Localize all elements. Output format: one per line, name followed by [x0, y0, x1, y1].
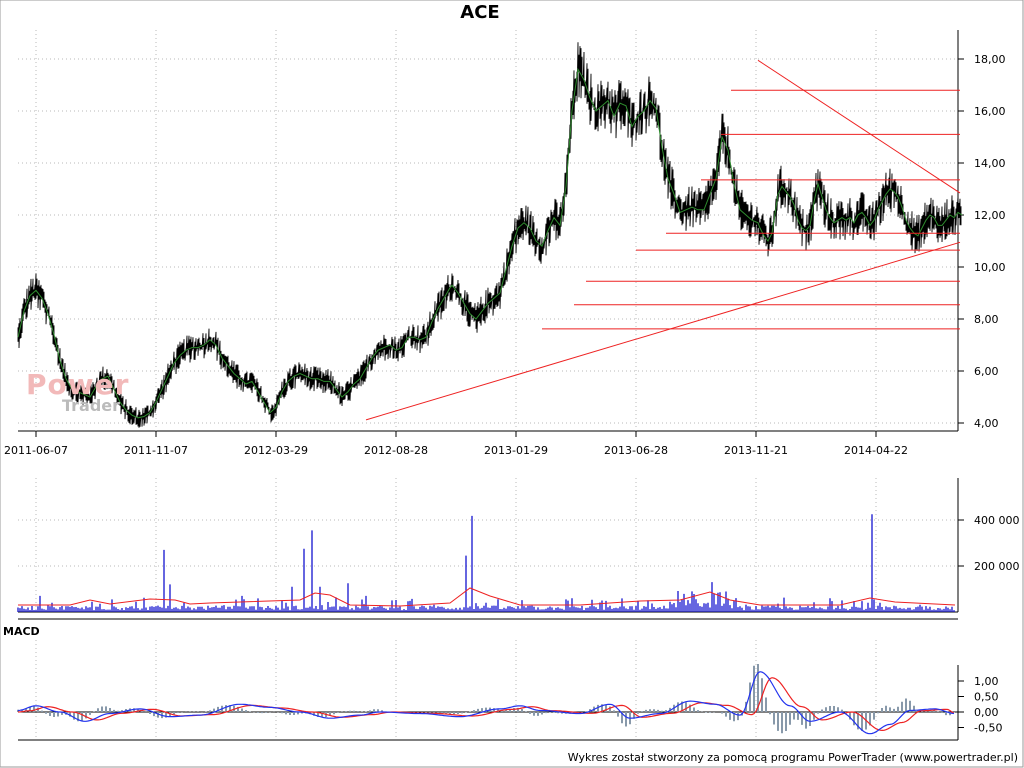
x-tick-label: 2013-01-29	[484, 444, 548, 457]
price-line	[17, 42, 962, 428]
macd-y-tick-label: 0,50	[974, 691, 999, 704]
logo-power-text: Power	[26, 368, 130, 401]
x-tick-label: 2013-11-21	[724, 444, 788, 457]
chart-title: ACE	[460, 2, 500, 23]
price-y-tick-label: 14,00	[974, 157, 1006, 170]
x-tick-label: 2011-11-07	[124, 444, 188, 457]
volume-y-tick-label: 400 000	[974, 514, 1020, 527]
macd-y-tick-label: -0,50	[974, 722, 1002, 735]
x-tick-label: 2012-03-29	[244, 444, 308, 457]
volume-y-tick-label: 200 000	[974, 560, 1020, 573]
macd-panel-label: MACD	[3, 625, 40, 638]
macd-y-tick-label: 0,00	[974, 706, 999, 719]
price-y-tick-label: 16,00	[974, 105, 1006, 118]
price-y-tick-label: 6,00	[974, 365, 999, 378]
macd-y-tick-label: 1,00	[974, 675, 999, 688]
price-y-tick-label: 10,00	[974, 261, 1006, 274]
macd-signal-line	[17, 677, 955, 732]
x-tick-label: 2012-08-28	[364, 444, 428, 457]
price-y-tick-label: 8,00	[974, 313, 999, 326]
uptrend-line	[365, 241, 961, 421]
volume-moving-average	[18, 587, 956, 607]
x-tick-label: 2013-06-28	[604, 444, 668, 457]
macd-line	[17, 671, 955, 735]
volume-bars	[17, 514, 955, 612]
price-moving-average	[17, 67, 963, 419]
logo-trader-text: Trader	[62, 396, 121, 415]
price-y-tick-label: 12,00	[974, 209, 1006, 222]
macd-histogram	[17, 664, 955, 734]
price-y-tick-label: 4,00	[974, 417, 999, 430]
x-tick-label: 2014-04-22	[844, 444, 908, 457]
price-y-tick-label: 18,00	[974, 53, 1006, 66]
powertrader-logo: Power Trader	[26, 368, 130, 415]
footer-credit: Wykres został stworzony za pomocą progra…	[567, 751, 1018, 764]
downtrend-line	[757, 59, 961, 194]
x-tick-label: 2011-06-07	[4, 444, 68, 457]
